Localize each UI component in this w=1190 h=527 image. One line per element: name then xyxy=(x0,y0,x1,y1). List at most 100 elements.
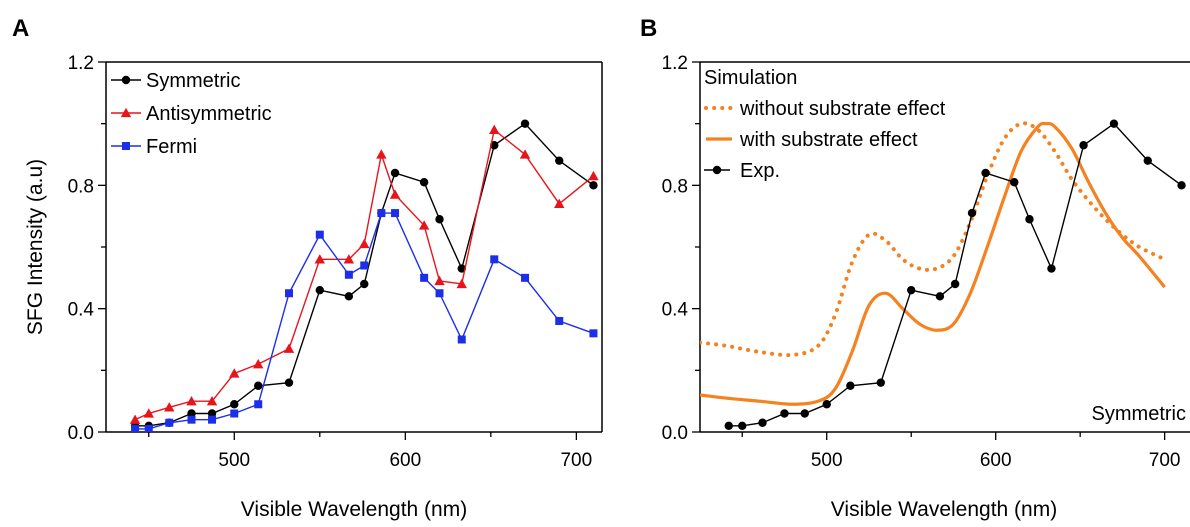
data-point xyxy=(489,124,500,134)
legend: Simulation without substrate effect with s… xyxy=(704,67,946,182)
data-point xyxy=(724,421,733,431)
data-point xyxy=(131,424,140,432)
y-tick-label: 0.8 xyxy=(662,176,688,197)
data-point xyxy=(285,289,294,298)
x-tick-label: 700 xyxy=(560,450,592,471)
x-tick-label: 600 xyxy=(389,450,421,471)
data-point xyxy=(186,395,197,406)
data-point xyxy=(950,279,960,289)
data-point xyxy=(520,119,530,128)
data-point xyxy=(521,273,530,282)
data-point xyxy=(144,424,153,432)
data-point xyxy=(164,402,175,412)
series-with-substrate-effect xyxy=(700,121,1166,406)
panel-label: B xyxy=(640,15,657,42)
series-fermi xyxy=(131,209,598,432)
legend-label: Exp. xyxy=(740,160,780,182)
annotation: Symmetric xyxy=(1092,403,1186,425)
legend-label: with substrate effect xyxy=(739,129,918,151)
data-point xyxy=(165,418,174,427)
x-tick-label: 500 xyxy=(218,450,250,471)
data-point xyxy=(846,381,855,390)
series-antisymmetric xyxy=(129,124,599,424)
data-point xyxy=(254,400,263,409)
data-point xyxy=(283,343,295,353)
x-axis-title: Visible Wavelength (nm) xyxy=(831,498,1057,521)
data-point xyxy=(229,368,240,378)
data-point xyxy=(434,275,445,286)
data-point xyxy=(967,208,977,218)
data-point xyxy=(391,209,400,218)
data-point xyxy=(490,255,499,264)
y-tick-label: 0.0 xyxy=(662,423,688,444)
panel-label: A xyxy=(12,15,29,42)
data-point xyxy=(143,408,154,418)
data-point xyxy=(1079,141,1088,150)
series-exp xyxy=(724,119,1186,431)
data-point xyxy=(187,409,196,418)
data-point xyxy=(418,220,430,230)
data-point xyxy=(780,409,789,418)
x-tick-label: 700 xyxy=(1149,450,1181,471)
legend-label: without substrate effect xyxy=(739,98,946,120)
x-tick-label: 600 xyxy=(980,450,1012,471)
data-point xyxy=(876,378,885,387)
x-axis-title: Visible Wavelength (nm) xyxy=(241,498,467,521)
data-point xyxy=(1109,119,1119,128)
data-point xyxy=(555,156,564,165)
data-point xyxy=(935,292,945,301)
data-point xyxy=(207,409,217,418)
data-point xyxy=(1177,181,1186,190)
y-tick-label: 1.2 xyxy=(662,53,688,74)
legend: Symmetric Antisymmetric Fermi xyxy=(111,70,272,158)
panel-a: A 500 600 700 0.0 0.4 0.8 1.2 Visible Wavelength… xyxy=(12,15,603,521)
legend-marker xyxy=(122,142,130,150)
panel-b: B 500 600 700 0.0 0.4 0.8 1.2 Visible Wavelength… xyxy=(640,15,1190,521)
data-point xyxy=(390,168,400,178)
data-point xyxy=(738,421,747,431)
y-axis-title: SFG Intensity (a.u) xyxy=(24,159,47,335)
data-point xyxy=(800,409,809,418)
data-point xyxy=(253,358,264,369)
data-point xyxy=(589,329,598,338)
y-tick-label: 0.0 xyxy=(68,423,94,444)
legend-label: Symmetric xyxy=(146,70,240,92)
data-point xyxy=(230,400,239,409)
legend-label: Antisymmetric xyxy=(146,103,272,125)
series-line xyxy=(134,128,594,421)
data-point xyxy=(519,149,531,159)
data-point xyxy=(1047,264,1056,273)
data-point xyxy=(206,395,218,406)
data-point xyxy=(376,149,387,159)
legend-label: Fermi xyxy=(146,136,197,158)
data-point xyxy=(389,189,401,199)
data-point xyxy=(981,168,990,178)
y-tick-label: 0.4 xyxy=(68,300,95,321)
data-point xyxy=(907,285,916,295)
data-point xyxy=(456,278,467,289)
y-tick-label: 0.4 xyxy=(662,300,689,321)
data-point xyxy=(419,178,429,187)
data-point xyxy=(435,289,444,298)
legend-title: Simulation xyxy=(704,67,797,89)
data-point xyxy=(360,279,369,289)
data-point xyxy=(359,238,370,249)
series-line xyxy=(728,122,1182,427)
series-without-substrate-effect xyxy=(700,121,1167,358)
legend-marker xyxy=(120,107,132,118)
data-point xyxy=(420,273,429,282)
data-point xyxy=(554,198,565,208)
data-point xyxy=(314,254,325,264)
data-point xyxy=(758,418,767,427)
data-point xyxy=(254,381,263,390)
data-point xyxy=(377,209,386,218)
data-point xyxy=(457,335,466,344)
data-point xyxy=(1010,178,1019,187)
data-point xyxy=(315,285,324,295)
data-point xyxy=(588,170,599,181)
data-point xyxy=(589,181,598,190)
data-point xyxy=(1143,156,1152,165)
legend-marker xyxy=(121,75,131,85)
data-point xyxy=(344,292,354,301)
series-line xyxy=(700,121,1166,406)
